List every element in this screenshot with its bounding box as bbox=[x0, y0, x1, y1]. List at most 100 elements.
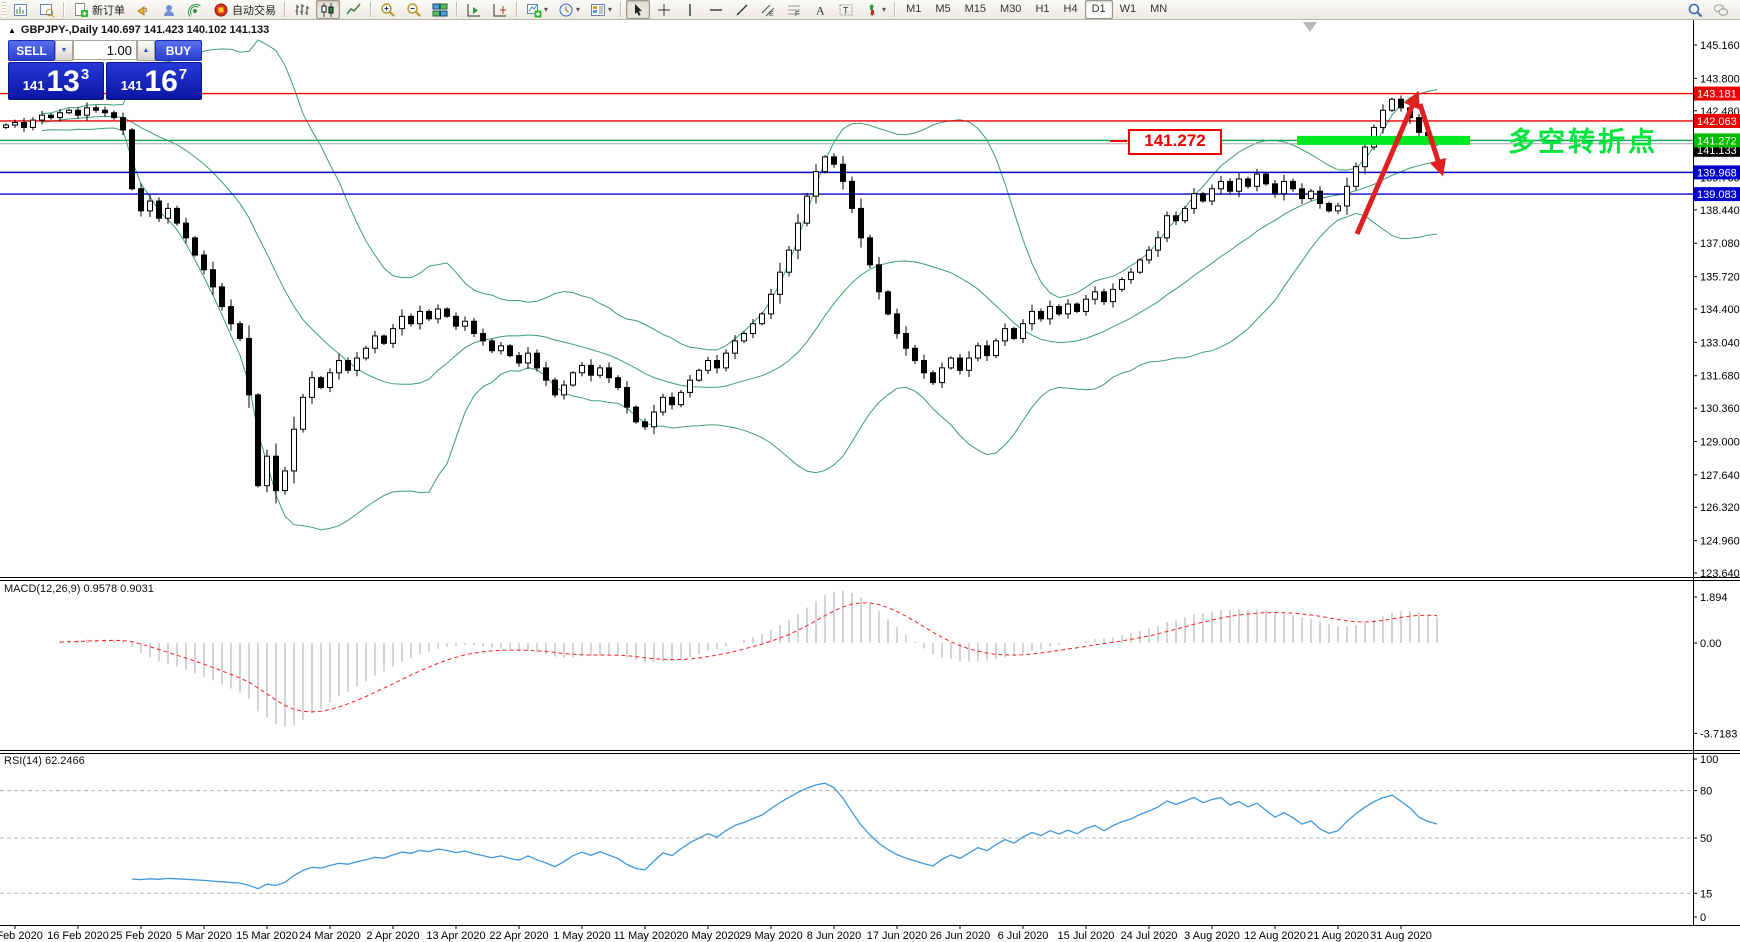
dropdown-caret-icon[interactable]: ▾ bbox=[608, 5, 613, 14]
indicators-icon[interactable]: ▾ bbox=[522, 0, 552, 19]
price-tick-label: 137.080 bbox=[1700, 238, 1740, 250]
candle bbox=[813, 164, 819, 204]
timeframe-m30-button[interactable]: M30 bbox=[1000, 3, 1022, 15]
candlestick-chart-icon[interactable] bbox=[316, 0, 340, 19]
candle bbox=[705, 356, 711, 375]
rsi-tick-label: 50 bbox=[1700, 833, 1712, 845]
timeframe-m5-button[interactable]: M5 bbox=[935, 3, 951, 15]
rsi-line bbox=[131, 782, 1438, 890]
channel-icon[interactable]: E bbox=[756, 0, 780, 19]
sell-button[interactable]: SELL bbox=[8, 40, 56, 61]
candle bbox=[255, 393, 261, 488]
signals-icon[interactable] bbox=[183, 0, 207, 19]
dropdown-caret-icon[interactable]: ▾ bbox=[882, 5, 887, 14]
candle bbox=[183, 217, 189, 244]
candle bbox=[1011, 326, 1017, 341]
candle bbox=[1209, 184, 1215, 206]
fibonacci-icon[interactable]: F bbox=[782, 0, 806, 19]
candle bbox=[147, 194, 153, 217]
candle bbox=[129, 128, 135, 191]
down-arrow[interactable] bbox=[1417, 103, 1447, 177]
tile-windows-icon bbox=[432, 3, 448, 16]
candle bbox=[1047, 300, 1053, 325]
cursor-icon[interactable] bbox=[626, 0, 651, 19]
fibonacci-icon: F bbox=[788, 5, 801, 18]
candle bbox=[21, 117, 27, 133]
collapse-panel-icon[interactable]: ▲ bbox=[8, 25, 16, 35]
text-icon[interactable]: A bbox=[808, 0, 832, 19]
candle bbox=[12, 119, 18, 128]
mailbox-icon[interactable] bbox=[157, 0, 181, 19]
macd-axis[interactable]: 1.894 0.00 -3.7183 bbox=[1693, 592, 1737, 740]
candle bbox=[921, 354, 927, 379]
search-icon[interactable] bbox=[1683, 0, 1707, 19]
candle bbox=[30, 117, 36, 131]
timeframe-m1-button[interactable]: M1 bbox=[906, 3, 922, 15]
zoom-out-icon[interactable] bbox=[402, 0, 426, 19]
toolbar-separator bbox=[894, 2, 897, 17]
candle bbox=[597, 364, 603, 379]
price-tick-label: 129.000 bbox=[1700, 436, 1740, 448]
candle bbox=[1182, 205, 1188, 224]
timeframe-mn-button[interactable]: MN bbox=[1150, 3, 1168, 15]
up-arrow[interactable] bbox=[1354, 90, 1420, 235]
scroll-end-marker-icon[interactable] bbox=[1303, 22, 1317, 32]
price-tick-label: 138.440 bbox=[1700, 205, 1740, 217]
templates-icon[interactable]: ▾ bbox=[586, 0, 616, 19]
buy-price-button[interactable]: 141 16 7 bbox=[106, 62, 202, 100]
price-tick-label: 127.640 bbox=[1700, 470, 1740, 482]
candle bbox=[948, 356, 954, 370]
volume-decrease-button[interactable]: ▼ bbox=[55, 40, 73, 61]
vertical-line-icon[interactable] bbox=[678, 0, 702, 19]
timeframe-m15-button[interactable]: M15 bbox=[964, 3, 987, 15]
timeframe-d1-button[interactable]: D1 bbox=[1084, 0, 1113, 19]
profiles-icon[interactable] bbox=[35, 0, 59, 19]
rsi-tick-label: 80 bbox=[1700, 786, 1712, 798]
timeframe-h4-button[interactable]: H4 bbox=[1063, 3, 1078, 15]
rsi-axis[interactable]: 100 80 50 15 0 bbox=[1693, 754, 1718, 924]
periods-icon[interactable]: ▾ bbox=[554, 0, 584, 19]
autotrading-button[interactable]: 自动交易 bbox=[209, 0, 280, 19]
line-chart-icon[interactable] bbox=[342, 0, 366, 19]
volume-increase-button[interactable]: ▲ bbox=[137, 40, 155, 61]
arrows-icon[interactable]: ▾ bbox=[860, 0, 890, 19]
text-label-icon[interactable]: T bbox=[834, 0, 858, 19]
bar-chart-icon[interactable] bbox=[290, 0, 314, 19]
price-axis[interactable]: 145.160143.800142.480141.120139.760138.4… bbox=[1693, 40, 1740, 580]
zoom-in-icon[interactable] bbox=[376, 0, 400, 19]
macd-label: MACD(12,26,9) 0.9578 0.9031 bbox=[4, 583, 154, 595]
price-tick-label: 131.680 bbox=[1700, 371, 1740, 383]
alerts-icon[interactable] bbox=[131, 0, 155, 19]
dropdown-caret-icon[interactable]: ▾ bbox=[576, 5, 581, 14]
candle bbox=[354, 352, 360, 377]
support-zone-bar[interactable] bbox=[1297, 135, 1470, 145]
timeframe-h1-button[interactable]: H1 bbox=[1035, 3, 1050, 15]
price-level-label[interactable]: 141.272 bbox=[1128, 129, 1222, 155]
turning-point-annotation[interactable]: 多空转折点 bbox=[1508, 127, 1658, 157]
date-tick-label: 22 Apr 2020 bbox=[489, 930, 548, 942]
buy-button[interactable]: BUY bbox=[154, 40, 202, 61]
trendline-icon[interactable] bbox=[730, 0, 754, 19]
new-chart-icon[interactable] bbox=[9, 0, 33, 19]
candle bbox=[750, 319, 756, 339]
dropdown-caret-icon[interactable]: ▾ bbox=[544, 5, 549, 14]
chat-icon[interactable] bbox=[1709, 0, 1733, 19]
candle bbox=[39, 110, 45, 125]
candle bbox=[885, 290, 891, 316]
crosshair-icon[interactable] bbox=[652, 0, 676, 19]
horizontal-line-icon[interactable] bbox=[704, 0, 728, 19]
candle bbox=[300, 393, 306, 433]
tile-windows-icon[interactable] bbox=[428, 0, 452, 19]
auto-scroll-icon[interactable] bbox=[462, 0, 486, 19]
candle bbox=[1164, 211, 1170, 243]
sell-price-button[interactable]: 141 13 3 bbox=[8, 62, 104, 100]
chart-shift-icon[interactable] bbox=[488, 0, 512, 19]
volume-input[interactable] bbox=[73, 40, 137, 60]
candle bbox=[1254, 168, 1260, 192]
candle bbox=[696, 368, 702, 382]
timeframe-w1-button[interactable]: W1 bbox=[1119, 3, 1137, 15]
candle bbox=[75, 106, 81, 119]
new-order-button[interactable]: 新订单 bbox=[69, 0, 129, 19]
